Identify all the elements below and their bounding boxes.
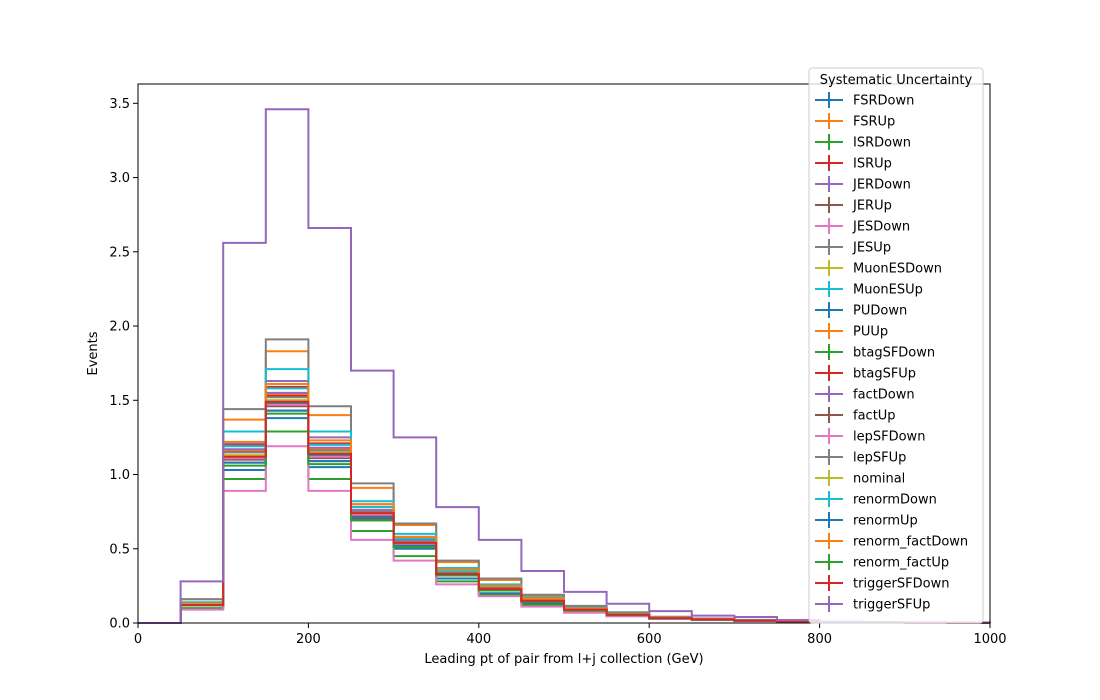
- legend-item-renorm_factUp: renorm_factUp: [815, 554, 949, 571]
- legend-label: lepSFUp: [853, 451, 906, 466]
- legend-label: JERUp: [852, 199, 892, 214]
- legend: Systematic Uncertainty FSRDown FSRUp ISRDo…: [808, 67, 984, 624]
- legend-box: [808, 67, 984, 624]
- legend-item-btagSFUp: btagSFUp: [815, 365, 916, 382]
- legend-item-MuonESUp: MuonESUp: [815, 281, 923, 298]
- x-tick-label: 600: [637, 632, 662, 647]
- legend-item-triggerSFDown: triggerSFDown: [815, 575, 949, 592]
- legend-item-FSRDown: FSRDown: [815, 92, 914, 109]
- legend-label: renormDown: [853, 493, 937, 508]
- legend-item-nominal: nominal: [815, 470, 905, 487]
- legend-label: triggerSFDown: [853, 577, 949, 592]
- legend-item-JESUp: JESUp: [815, 239, 891, 256]
- legend-label: renorm_factUp: [853, 556, 949, 571]
- legend-item-btagSFDown: btagSFDown: [815, 344, 935, 361]
- y-axis: 0.0 0.5 1.0 1.5 2.0 2.5 3.0 3.5: [109, 97, 138, 632]
- plot-frame: [137, 83, 991, 624]
- y-tick-label: 3.0: [109, 171, 130, 186]
- legend-item-MuonESDown: MuonESDown: [815, 260, 942, 277]
- legend-label: MuonESDown: [853, 262, 942, 277]
- x-tick-label: 800: [807, 632, 832, 647]
- x-tick-label: 1000: [973, 632, 1006, 647]
- legend-label: nominal: [853, 472, 905, 487]
- legend-item-ISRUp: ISRUp: [815, 155, 892, 172]
- legend-label: btagSFUp: [853, 367, 916, 382]
- y-tick-label: 2.0: [109, 320, 130, 335]
- legend-item-lepSFDown: lepSFDown: [815, 428, 925, 445]
- y-tick-label: 1.5: [109, 394, 130, 409]
- x-axis: 0 200 400 600 800 1000: [134, 623, 1007, 647]
- legend-label: renormUp: [853, 514, 918, 529]
- legend-item-lepSFUp: lepSFUp: [815, 449, 906, 466]
- legend-label: renorm_factDown: [853, 535, 968, 550]
- legend-item-PUUp: PUUp: [815, 323, 888, 340]
- legend-label: btagSFDown: [853, 346, 935, 361]
- legend-item-PUDown: PUDown: [815, 302, 907, 319]
- legend-label: ISRDown: [853, 136, 911, 151]
- legend-item-JERUp: JERUp: [815, 197, 892, 214]
- legend-title: Systematic Uncertainty: [820, 73, 973, 88]
- legend-label: factDown: [853, 388, 915, 403]
- legend-item-factUp: factUp: [815, 407, 896, 424]
- y-tick-label: 2.5: [109, 245, 130, 260]
- legend-item-factDown: factDown: [815, 386, 915, 403]
- y-axis-label: Events: [86, 331, 101, 375]
- x-tick-label: 400: [466, 632, 491, 647]
- y-tick-label: 3.5: [109, 97, 130, 112]
- legend-label: factUp: [853, 409, 896, 424]
- legend-label: lepSFDown: [853, 430, 925, 445]
- legend-label: PUDown: [853, 304, 907, 319]
- legend-label: JESUp: [852, 241, 891, 256]
- y-tick-label: 1.0: [109, 468, 130, 483]
- legend-item-ISRDown: ISRDown: [815, 134, 911, 151]
- legend-item-renormUp: renormUp: [815, 512, 918, 529]
- legend-label: FSRUp: [853, 115, 895, 130]
- legend-item-FSRUp: FSRUp: [815, 113, 895, 130]
- legend-item-JERDown: JERDown: [815, 176, 911, 193]
- x-axis-label: Leading pt of pair from l+j collection (…: [424, 652, 703, 667]
- legend-label: PUUp: [853, 325, 888, 340]
- legend-item-JESDown: JESDown: [815, 218, 910, 235]
- legend-label: MuonESUp: [853, 283, 923, 298]
- legend-label: triggerSFUp: [853, 598, 930, 613]
- legend-item-renorm_factDown: renorm_factDown: [815, 533, 968, 550]
- legend-label: ISRUp: [853, 157, 892, 172]
- y-tick-label: 0.0: [109, 617, 130, 632]
- legend-label: FSRDown: [853, 94, 914, 109]
- legend-item-triggerSFUp: triggerSFUp: [815, 596, 930, 613]
- legend-label: JERDown: [852, 178, 911, 193]
- y-tick-label: 0.5: [109, 542, 130, 557]
- x-tick-label: 200: [296, 632, 321, 647]
- legend-label: JESDown: [852, 220, 910, 235]
- x-tick-label: 0: [134, 632, 142, 647]
- legend-items: FSRDown FSRUp ISRDown ISRUp JERDown JERUp JESD…: [815, 92, 968, 613]
- legend-item-renormDown: renormDown: [815, 491, 937, 508]
